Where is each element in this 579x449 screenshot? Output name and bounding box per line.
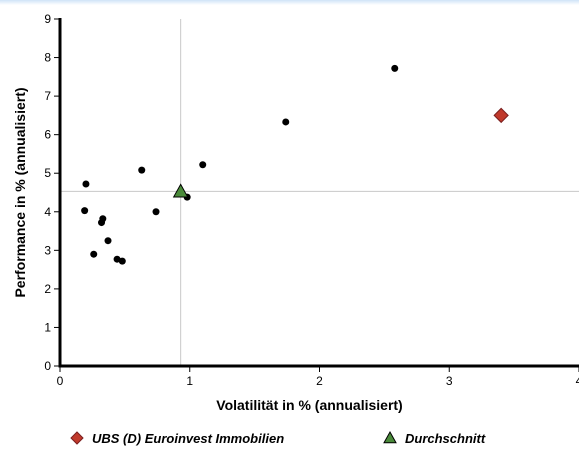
y-tick-label: 9 [44,12,51,26]
y-tick-label: 4 [44,205,51,219]
legend-label: Durchschnitt [405,431,486,446]
axes [58,18,579,368]
fund-point [118,257,126,265]
y-tick-label: 6 [44,128,51,142]
top-strip [0,0,579,5]
legend-label: UBS (D) Euroinvest Immobilien [92,431,284,446]
legend-diamond-icon [70,431,84,445]
reference-lines [60,19,579,366]
fund-point [199,161,207,169]
fund-point [98,219,106,227]
data-points [81,64,509,265]
fund-point [104,237,112,245]
marker-triangle [172,183,189,198]
axis-titles: Volatilität in % (annualisiert) Performan… [12,87,403,413]
fund-point [90,250,98,258]
x-axis-title: Volatilität in % (annualisiert) [216,397,402,413]
legend-triangle-icon [383,430,397,444]
y-axis-title: Performance in % (annualisiert) [12,87,28,297]
fund-point [82,180,90,188]
x-tick-label: 1 [186,374,193,388]
y-tick-label: 1 [44,320,51,334]
legend: UBS (D) Euroinvest Immobilien Durchschnit… [70,430,486,446]
fund-point [152,208,160,216]
fund-point [138,166,146,174]
x-tick-label: 3 [446,374,453,388]
y-tick-label: 8 [44,51,51,65]
x-tick-label: 0 [57,374,64,388]
y-tick-label: 0 [44,359,51,373]
y-tick-label: 5 [44,166,51,180]
ticks: 0 1 2 3 4 5 6 7 8 9 0 1 2 3 4 [44,12,579,388]
fund-point [391,64,399,72]
x-tick-label: 2 [316,374,323,388]
y-tick-label: 7 [44,89,51,103]
y-tick-label: 2 [44,282,51,296]
x-tick-label: 4 [576,374,579,388]
fund-point [282,118,290,126]
fund-point [81,207,89,215]
y-tick-label: 3 [44,243,51,257]
marker-diamond [493,107,509,124]
